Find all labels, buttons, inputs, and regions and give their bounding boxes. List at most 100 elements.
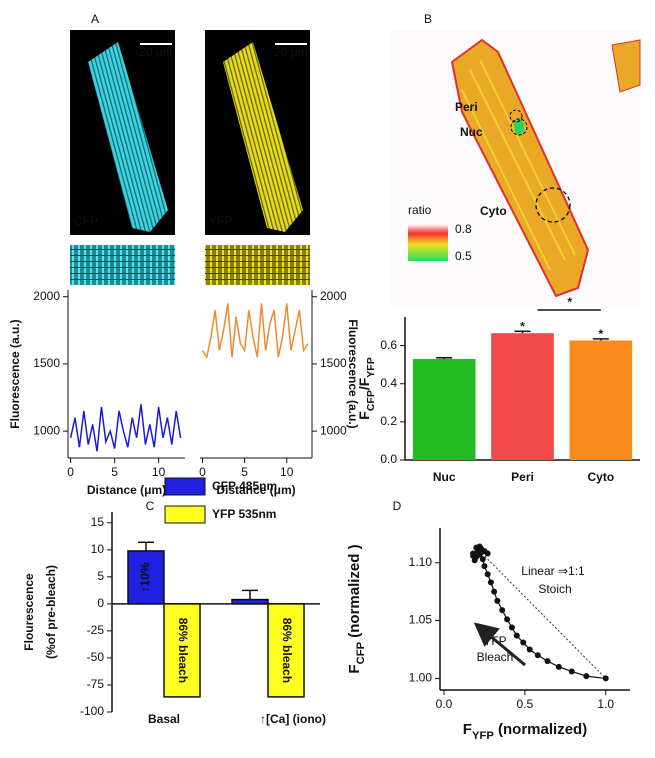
data-point (479, 556, 486, 563)
x-tick-label: ↑[Ca] (iono) (260, 712, 326, 726)
y-tick-label: 0.0 (380, 452, 397, 466)
roi-peri (509, 109, 523, 123)
panel-label: C (146, 499, 155, 513)
y-tick-label: 0 (97, 596, 104, 610)
bar (569, 340, 633, 460)
region-label: Cyto (480, 204, 507, 218)
data-point (471, 557, 478, 564)
data-point (513, 632, 520, 639)
reference-line (475, 547, 607, 679)
annotation: * (598, 327, 603, 341)
data-point (583, 673, 590, 680)
colorbar (408, 224, 448, 261)
y-tick-label: 15 (91, 515, 105, 529)
data-point (484, 550, 491, 557)
x-axis-title-part: YFP (472, 730, 494, 742)
annotation: Stoich (538, 582, 571, 596)
x-axis-title-part: (normalized) (494, 721, 587, 738)
y-tick-label: 2000 (320, 289, 347, 303)
panel-label: D (393, 499, 402, 513)
x-tick-label: Nuc (433, 470, 456, 484)
x-axis-title: Distance (μm) (87, 483, 166, 497)
bar (267, 603, 305, 698)
x-tick-label: 5 (111, 465, 118, 479)
y-tick-label: 5 (97, 569, 104, 583)
y-axis-title-part: F (346, 664, 363, 673)
data-point (481, 563, 488, 570)
data-point (508, 624, 515, 631)
x-tick-label: 0 (199, 465, 206, 479)
y-tick-label: 0.2 (380, 414, 397, 428)
y-tick-label: 2000 (33, 289, 60, 303)
y-axis-title: Fluorescence (a.u.) (346, 319, 360, 428)
y-axis-title-part: /F (356, 377, 372, 390)
scale-label: 20 μm (274, 45, 308, 59)
annotation: Linear ⇒1:1 (521, 564, 585, 578)
x-axis-title-part: F (463, 721, 472, 738)
cfp-cell (88, 42, 168, 232)
bar (491, 333, 554, 460)
y-tick-label: 1500 (320, 356, 347, 370)
y-tick-label: 1000 (33, 423, 60, 437)
x-axis-title: Distance (μm) (216, 483, 295, 497)
data-point (494, 597, 501, 604)
data-point (504, 616, 511, 623)
y-tick-label: 1.10 (409, 555, 433, 569)
y-axis-title-part: F (356, 411, 372, 420)
channel-label: CFP (74, 214, 98, 228)
y-tick-label: -50 (87, 650, 105, 664)
bar (163, 603, 201, 698)
colorbar-label: 0.8 (455, 222, 472, 236)
y-axis-title: (%of pre-bleach) (44, 565, 58, 659)
x-tick-label: 0.5 (517, 697, 534, 711)
y-tick-label: 1000 (320, 423, 347, 437)
y-axis-title-part: CFP (355, 641, 367, 664)
data-point (520, 639, 527, 646)
data-point (476, 543, 483, 550)
y-tick-label: -75 (87, 677, 105, 691)
y-axis-title: Fluorescence (a.u.) (8, 319, 22, 428)
data-line (69, 404, 182, 452)
y-axis-title-part: (normalized ) (346, 544, 363, 642)
cfp-strip (70, 245, 175, 285)
region-label: Peri (455, 100, 478, 114)
x-tick-label: Peri (511, 470, 534, 484)
x-tick-label: 0 (67, 465, 74, 479)
data-point (487, 579, 494, 586)
ratio-streaks (461, 59, 576, 271)
data-point (499, 607, 506, 614)
bleach-arrow (473, 622, 526, 667)
yfp-cell (223, 42, 303, 232)
bar (127, 550, 165, 605)
bar (231, 598, 269, 605)
y-tick-label: 0.4 (380, 376, 397, 390)
legend-label: YFP 535nm (212, 507, 276, 521)
legend-swatch (164, 505, 206, 524)
x-tick-label: 1.0 (597, 697, 614, 711)
y-tick-label: 1500 (33, 356, 60, 370)
y-axis-title-part: YFP (365, 357, 377, 377)
y-axis-title: FCFP/FYFP (356, 357, 377, 419)
channel-label: YFP (209, 214, 232, 228)
data-point (555, 663, 562, 670)
annotation: Bleach (477, 650, 514, 664)
bar-label: ↑10% (138, 562, 152, 592)
x-tick-label: 0.0 (436, 697, 453, 711)
region-label: Nuc (460, 125, 483, 139)
x-tick-label: Basal (148, 712, 180, 726)
y-tick-label: -25 (87, 623, 105, 637)
y-tick-label: 10 (91, 542, 105, 556)
colorbar-label: 0.5 (455, 249, 472, 263)
bar (412, 358, 476, 460)
annotation: * (567, 295, 572, 309)
y-tick-label: 0.6 (380, 338, 397, 352)
data-line (201, 303, 309, 360)
bar-label: 86% bleach (176, 618, 190, 683)
data-point (534, 652, 541, 659)
panel-label: A (91, 12, 99, 26)
annotation: * (520, 319, 525, 333)
colorbar-title: ratio (408, 203, 432, 217)
scale-label: 20 μm (139, 45, 173, 59)
legend-swatch (164, 477, 206, 496)
data-point (470, 550, 477, 557)
